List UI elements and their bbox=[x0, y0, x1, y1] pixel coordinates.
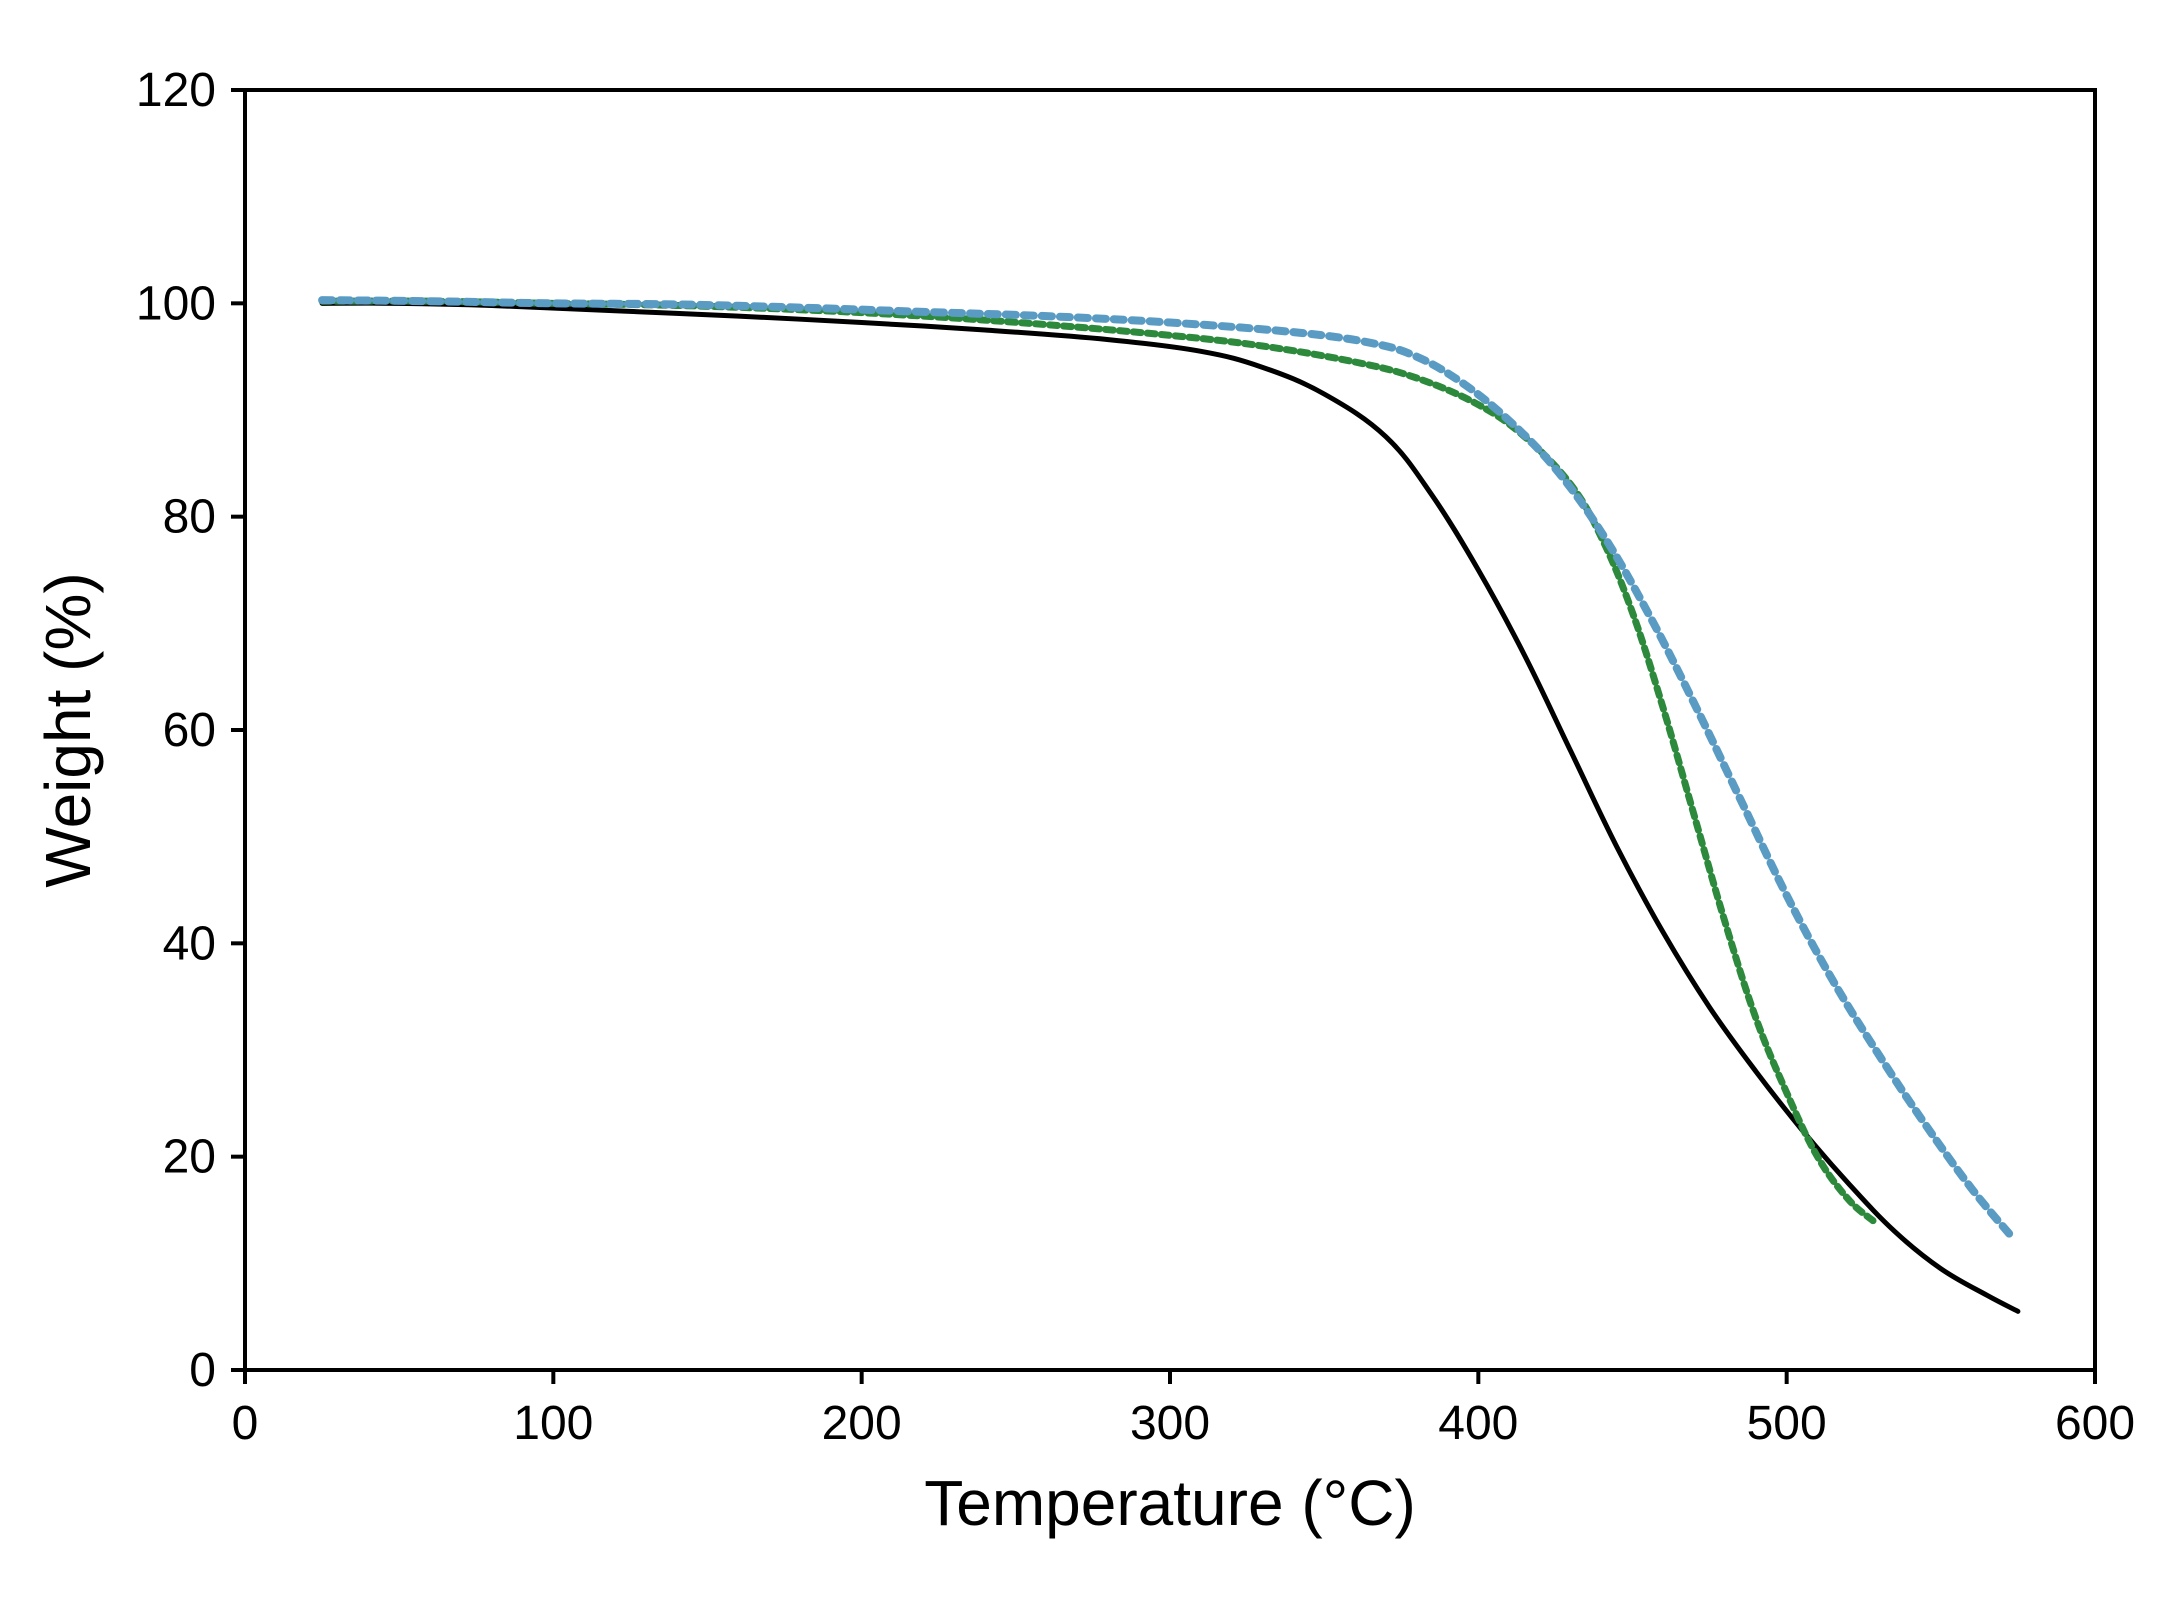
x-tick-label: 200 bbox=[822, 1397, 902, 1450]
y-tick-label: 80 bbox=[163, 491, 216, 544]
x-tick-label: 100 bbox=[513, 1397, 593, 1450]
x-tick-label: 300 bbox=[1130, 1397, 1210, 1450]
x-tick-label: 600 bbox=[2055, 1397, 2135, 1450]
y-tick-label: 120 bbox=[136, 64, 216, 117]
y-tick-label: 20 bbox=[163, 1131, 216, 1184]
chart-svg: 0 100 200 300 400 500 600 0 20 40 60 80 100 120 Tempe… bbox=[0, 0, 2184, 1623]
series-green bbox=[322, 301, 1873, 1221]
x-tick-label: 0 bbox=[232, 1397, 259, 1450]
plot-border bbox=[245, 90, 2095, 1370]
y-tick-label: 100 bbox=[136, 277, 216, 330]
x-tick-label: 400 bbox=[1438, 1397, 1518, 1450]
y-axis-label: Weight (%) bbox=[32, 572, 104, 887]
y-tick-label: 0 bbox=[189, 1344, 216, 1397]
y-tick-label: 60 bbox=[163, 704, 216, 757]
y-tick-label: 40 bbox=[163, 917, 216, 970]
series-black bbox=[322, 303, 2018, 1311]
tga-chart: 0 100 200 300 400 500 600 0 20 40 60 80 100 120 Tempe… bbox=[0, 0, 2184, 1623]
series-blue bbox=[322, 300, 2012, 1237]
x-axis-label: Temperature (°C) bbox=[924, 1467, 1416, 1539]
x-tick-label: 500 bbox=[1747, 1397, 1827, 1450]
